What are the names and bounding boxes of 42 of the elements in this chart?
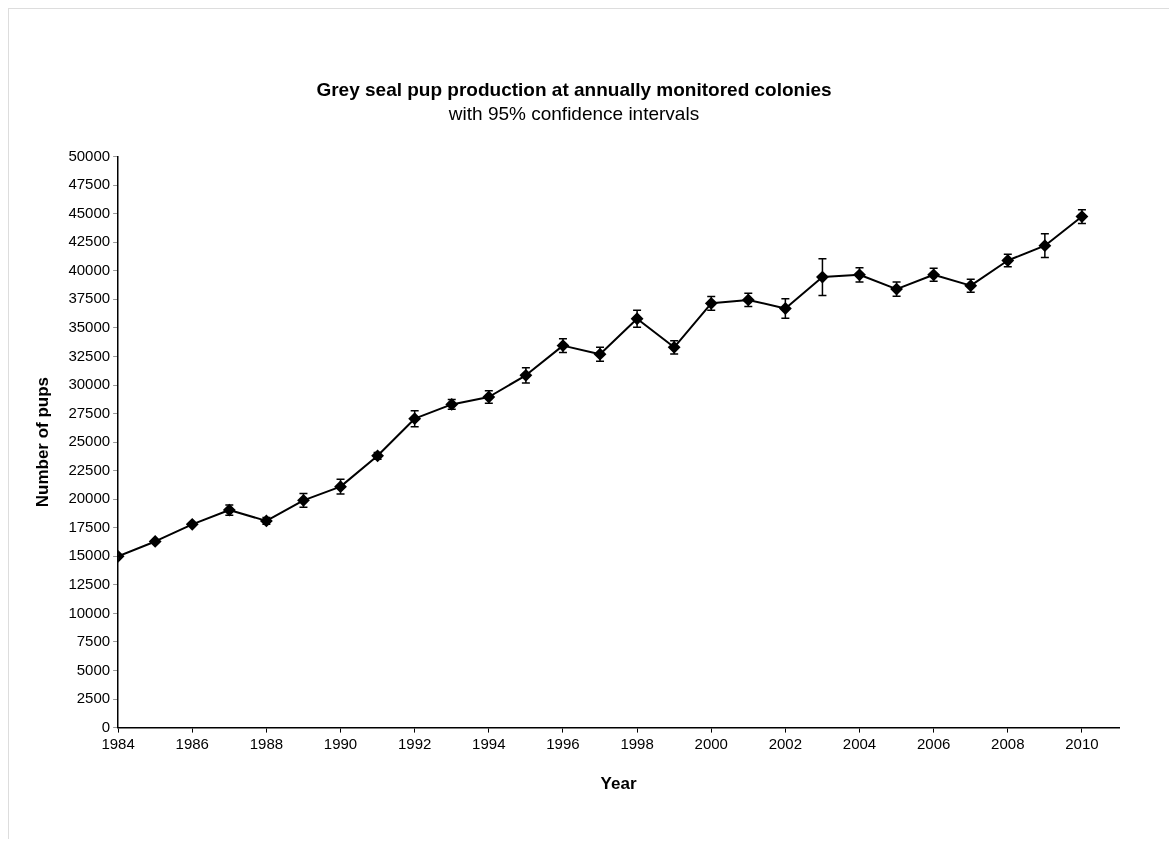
y-tick-label: 50000 [68,146,111,164]
y-tick-label: 10000 [68,603,111,621]
y-tick-label: 47500 [68,175,111,193]
chart-subtitle: with 95% confidence intervals [447,103,700,125]
y-tick-label: 40000 [68,260,111,278]
y-tick-label: 20000 [68,489,111,507]
y-tick-label: 15000 [68,546,111,564]
x-tick-label: 1984 [101,734,135,752]
y-tick-label: 35000 [68,318,111,336]
point [779,302,792,315]
x-tick-label: 2008 [991,734,1025,752]
y-tick-label: 2500 [76,689,111,707]
point [149,535,162,548]
y-tick-label: 32500 [68,346,111,364]
x-tick-label: 2004 [842,734,877,752]
y-tick-label: 37500 [68,289,111,307]
point [186,518,199,531]
x-axis-title: Year [600,774,637,794]
x-tick-label: 2010 [1065,734,1099,752]
y-tick-label: 45000 [68,203,111,221]
x-tick-label: 2000 [694,734,728,752]
y-tick-label: 5000 [76,660,111,678]
y-tick-label: 12500 [68,574,111,592]
y-tick-label: 27500 [68,403,111,421]
y-tick-label: 42500 [68,232,111,250]
y-tick-label: 25000 [68,432,111,450]
x-tick-label: 1994 [472,734,506,752]
chart-title: Grey seal pup production at annually monitored colonies [316,78,832,100]
y-tick-label: 30000 [68,375,111,393]
x-tick-label: 1996 [546,734,580,752]
x-tick-label: 1988 [249,734,284,752]
y-tick-label: 22500 [68,460,111,478]
x-tick-label: 1992 [397,734,432,752]
x-tick-label: 1986 [175,734,209,752]
y-axis-title: Number of pups [32,376,52,508]
y-tick-label: 7500 [76,632,111,650]
x-tick-label: 2006 [916,734,951,752]
x-tick-label: 1998 [620,734,654,752]
x-tick-label: 2002 [768,734,803,752]
y-tick-label: 17500 [68,517,111,535]
y-tick-label: 0 [101,717,111,735]
x-tick-label: 1990 [323,734,358,752]
